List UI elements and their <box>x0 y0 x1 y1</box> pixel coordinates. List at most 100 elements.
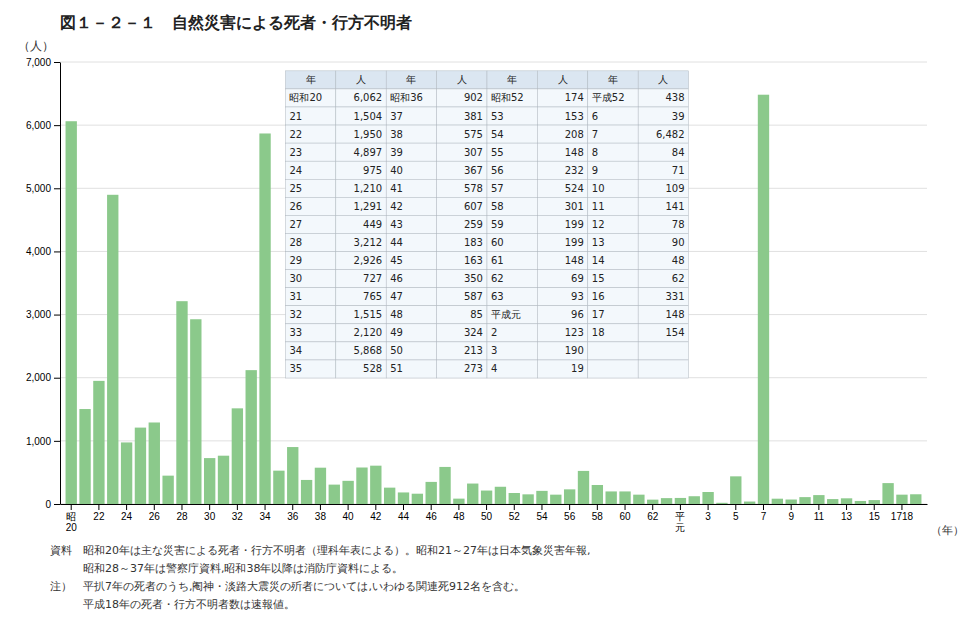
table-cell <box>638 342 688 360</box>
x-tick-label: 46 <box>426 511 438 522</box>
table-cell <box>487 270 537 288</box>
table-text: 350 <box>464 273 483 284</box>
table-cell <box>336 107 386 125</box>
table-cell <box>386 107 436 125</box>
table-cell <box>437 288 487 306</box>
x-tick-mark <box>265 504 266 510</box>
grid-line <box>60 440 927 441</box>
y-tick-label: 3,000 <box>26 309 51 320</box>
table-cell <box>638 197 688 215</box>
table-cell <box>537 215 587 233</box>
table-header-cell <box>336 71 386 89</box>
table-text: 61 <box>491 255 504 266</box>
bar <box>675 498 686 504</box>
x-tick: 56 <box>564 504 576 522</box>
x-tick-label: 48 <box>453 511 465 522</box>
table-cell <box>285 306 335 324</box>
y-tick: 0 <box>45 499 60 510</box>
table-cell <box>537 360 587 378</box>
bar <box>66 121 77 504</box>
table-text: 59 <box>491 219 504 230</box>
x-tick: 38 <box>315 504 327 522</box>
y-tick: 6,000 <box>26 120 60 131</box>
y-tick: 3,000 <box>26 309 60 320</box>
x-axis: 昭202224262830323436384042444648505254565… <box>61 504 928 533</box>
table-text: 381 <box>464 111 483 122</box>
bar <box>329 485 340 504</box>
table-cell <box>336 270 386 288</box>
bar <box>758 95 769 504</box>
table-text: 17 <box>592 309 605 320</box>
x-tick-label: 62 <box>647 511 659 522</box>
x-tick: 11 <box>814 504 825 522</box>
bar <box>190 319 201 504</box>
table-cell <box>537 125 587 143</box>
table-text: 232 <box>565 165 584 176</box>
table-text: 49 <box>390 327 403 338</box>
table-cell <box>285 360 335 378</box>
table-text: 23 <box>289 147 302 158</box>
x-tick-label: 50 <box>481 511 493 522</box>
table-text: 24 <box>289 165 302 176</box>
table-header-text: 年 <box>306 74 316 85</box>
bar <box>93 381 104 504</box>
y-tick-label: 4,000 <box>26 246 51 257</box>
table-text: 44 <box>390 237 403 248</box>
table-text: 54 <box>491 129 504 140</box>
table-text: 9 <box>592 165 598 176</box>
table-text: 90 <box>672 237 685 248</box>
x-tick: 3 <box>705 504 711 522</box>
table-cell <box>437 324 487 342</box>
x-tick: 34 <box>259 504 271 522</box>
bar <box>79 409 90 504</box>
x-tick-mark <box>625 504 626 510</box>
table-header-text: 人 <box>558 74 568 85</box>
x-tick-mark <box>181 504 182 510</box>
table-text: 15 <box>592 273 605 284</box>
table-cell <box>487 233 537 251</box>
bar <box>578 471 589 504</box>
table-cell <box>638 107 688 125</box>
table-cell <box>537 306 587 324</box>
table-cell <box>285 107 335 125</box>
table-cell <box>336 161 386 179</box>
table-text: 587 <box>464 291 483 302</box>
x-tick-label: 30 <box>204 511 216 522</box>
table-cell <box>537 179 587 197</box>
table-text: 34 <box>289 345 302 356</box>
bar <box>799 497 810 504</box>
bar <box>522 494 533 504</box>
grid-line <box>60 504 927 505</box>
x-tick-label: 56 <box>564 511 576 522</box>
table-header-cell <box>285 71 335 89</box>
table-cell <box>487 125 537 143</box>
table-cell <box>588 179 638 197</box>
bar <box>689 496 700 504</box>
table-text: 昭和36 <box>390 92 423 103</box>
table-cell <box>336 89 386 107</box>
y-tick: 7,000 <box>26 57 60 68</box>
table-text: 5,868 <box>354 345 383 356</box>
table-cell <box>386 306 436 324</box>
bar <box>481 491 492 504</box>
x-tick-mark <box>708 504 709 510</box>
bar <box>342 481 353 504</box>
bar <box>882 483 893 504</box>
table-text: 2,926 <box>354 255 383 266</box>
table-cell <box>487 360 537 378</box>
table-text: 524 <box>565 183 584 194</box>
table-cell <box>386 215 436 233</box>
title: 図１－２－１ 自然災害による死者・行方不明者 <box>60 13 412 32</box>
x-tick-mark <box>486 504 487 510</box>
table-cell <box>487 306 537 324</box>
table-header-cell <box>537 71 587 89</box>
x-tick-label: 58 <box>592 511 604 522</box>
x-tick: 24 <box>121 504 133 522</box>
table-cell <box>437 179 487 197</box>
table-cell <box>386 161 436 179</box>
table-header-text: 年 <box>507 74 517 85</box>
bar <box>412 494 423 504</box>
table-cell <box>638 288 688 306</box>
table-cell <box>638 179 688 197</box>
table-text: 3,212 <box>354 237 383 248</box>
